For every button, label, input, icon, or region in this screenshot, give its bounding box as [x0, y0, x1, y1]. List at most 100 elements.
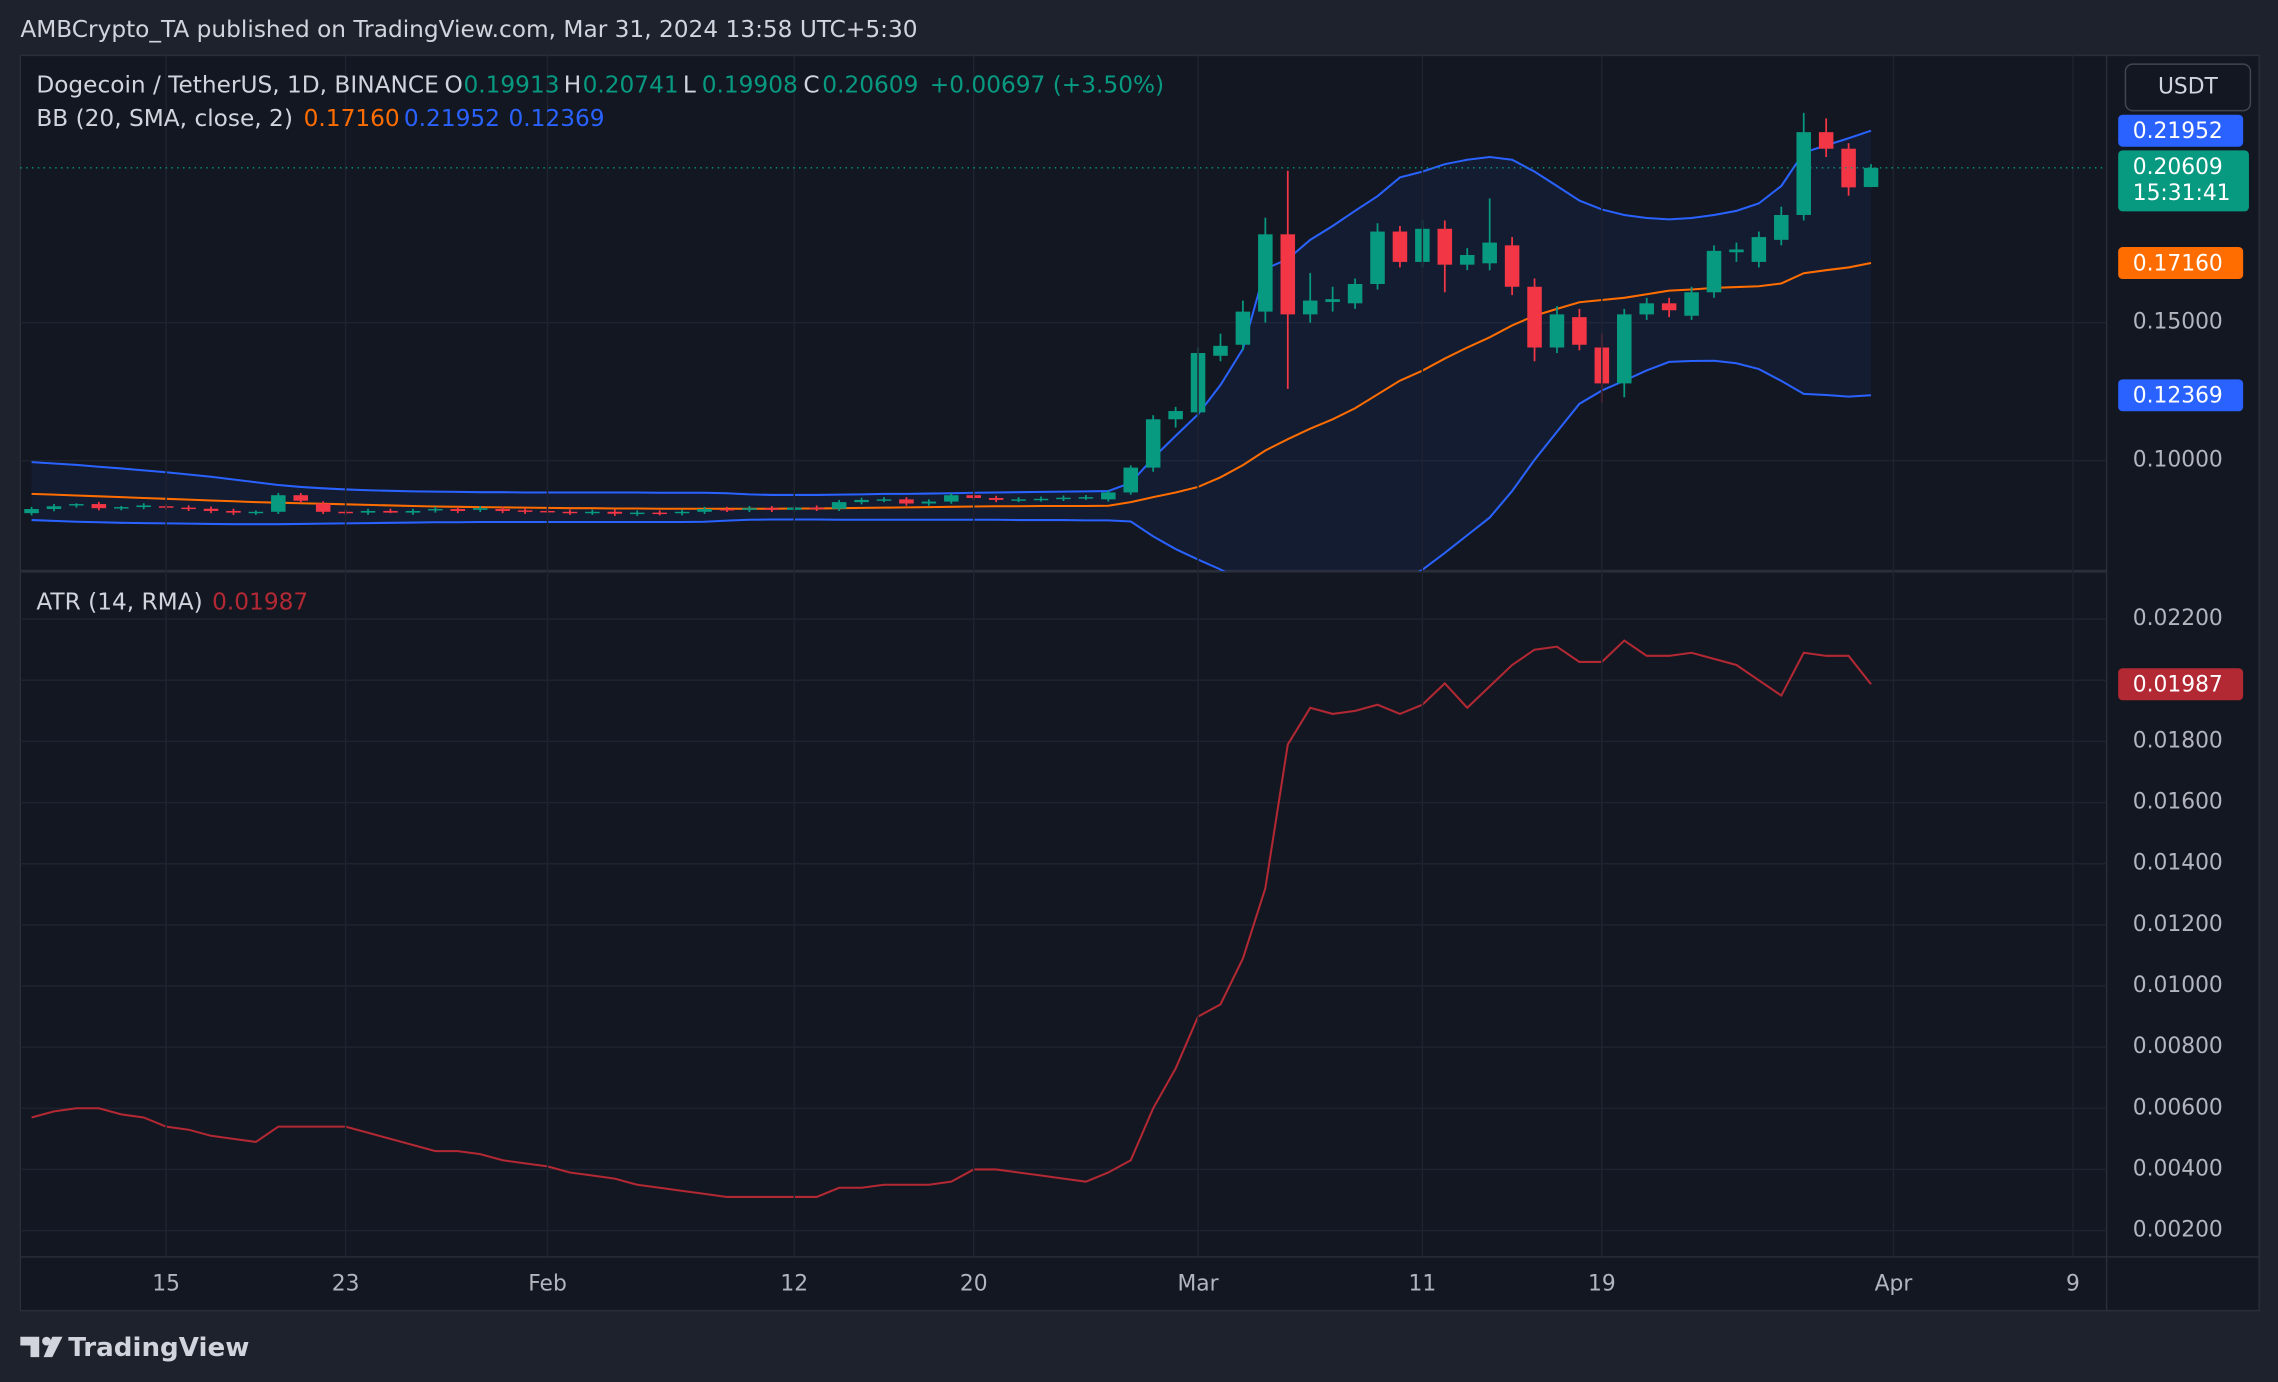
candle-body — [226, 510, 241, 513]
currency-button[interactable] — [2124, 63, 2252, 112]
y-tick-label: 0.02200 — [2133, 606, 2223, 631]
bb-value: 0.12369 — [508, 105, 604, 132]
candle-body — [831, 502, 847, 509]
upper-band-tag: 0.21952 — [2133, 119, 2223, 144]
atr-tag: 0.01987 — [2133, 673, 2223, 698]
y-tick-label: 0.01200 — [2133, 912, 2223, 937]
logo-text: TradingView — [68, 1333, 249, 1363]
candle-body — [450, 509, 466, 511]
candle-body — [1078, 497, 1094, 499]
candle-body — [1774, 214, 1789, 240]
publish-header: AMBCrypto_TA published on TradingView.co… — [20, 16, 917, 43]
candle-body — [383, 510, 398, 513]
logo-mark — [20, 1336, 40, 1358]
candle-body — [271, 495, 286, 512]
currency-button-label[interactable]: USDT — [2158, 74, 2219, 99]
y-tick-label: 0.15000 — [2133, 310, 2223, 335]
candle-body — [1572, 317, 1587, 345]
candle-body — [1213, 345, 1228, 356]
change-value: +0.00697 (+3.50%) — [930, 71, 1164, 98]
candle-body — [1729, 249, 1744, 253]
x-tick-label: Feb — [528, 1271, 567, 1296]
ohlc-value: 0.20741 — [583, 71, 679, 98]
candle-body — [1639, 303, 1654, 315]
atr-tag-bg — [2118, 668, 2244, 701]
atr-line — [31, 639, 1872, 1198]
candle-body — [876, 499, 892, 501]
candle-body — [899, 499, 914, 504]
last-price-tag: 0.20609 — [2133, 155, 2223, 180]
x-tick-label: 11 — [1409, 1271, 1437, 1296]
candle-body — [46, 506, 62, 510]
candle-body — [1392, 231, 1408, 262]
candle-body — [1504, 245, 1520, 287]
candle-body — [809, 507, 824, 510]
candle-body — [1818, 132, 1834, 149]
bollinger-line — [31, 359, 1872, 572]
candle-body — [293, 495, 309, 501]
candle-body — [719, 509, 735, 511]
candle-body — [921, 501, 937, 504]
candle-body — [1796, 132, 1811, 215]
lower-band-tag: 0.12369 — [2133, 384, 2223, 409]
candle-body — [562, 511, 578, 514]
candle-body — [315, 503, 331, 512]
candle-body — [1347, 284, 1363, 304]
ohlc-letter: O — [445, 71, 463, 98]
y-tick-label: 0.01600 — [2133, 790, 2223, 815]
x-tick-label: 12 — [780, 1271, 808, 1296]
candle-body — [136, 505, 151, 508]
logo-slash — [43, 1336, 63, 1358]
candle-body — [91, 504, 107, 509]
candle-body — [697, 509, 712, 512]
y-tick-label: 0.00800 — [2133, 1034, 2223, 1059]
ohlc-value: 0.20609 — [822, 71, 918, 98]
atr-pane — [20, 618, 2107, 1232]
candle-body — [1280, 234, 1296, 315]
y-tick-label: 0.10000 — [2133, 448, 2223, 473]
candle-body — [495, 509, 510, 511]
candle-body — [1056, 497, 1071, 500]
candle-body — [944, 495, 959, 502]
candle-body — [472, 508, 488, 510]
tradingview-logo: TradingView — [20, 1333, 249, 1363]
chart-area — [19, 54, 2260, 1312]
x-tick-label: 23 — [332, 1271, 360, 1296]
ohlc-value: 0.19913 — [463, 71, 559, 98]
candle-body — [1258, 234, 1273, 312]
ohlc-letter: L — [683, 71, 696, 98]
candle-body — [1370, 231, 1385, 285]
upper-band-tag-bg — [2118, 114, 2244, 147]
logo-dot — [42, 1336, 51, 1346]
candle-body — [1302, 300, 1318, 315]
candle-body — [988, 497, 1004, 500]
x-tick-label: Apr — [1875, 1271, 1913, 1296]
candle-body — [181, 507, 196, 510]
candle-body — [629, 512, 645, 515]
last-price-tag-bg — [2118, 150, 2249, 212]
candle-body — [1482, 242, 1497, 264]
candle-body — [1235, 311, 1251, 345]
symbol-title: Dogecoin / TetherUS, 1D, BINANCE — [36, 71, 438, 98]
ohlc-value: 0.19908 — [702, 71, 798, 98]
candle-body — [517, 510, 533, 512]
x-tick-label: Mar — [1177, 1271, 1218, 1296]
bb-value: 0.21952 — [404, 105, 500, 132]
candle-body — [674, 511, 690, 514]
candle-body — [203, 508, 219, 511]
candle-body — [1101, 492, 1116, 500]
candle-body — [1145, 419, 1161, 468]
candle-body — [405, 510, 421, 513]
candle-body — [1527, 286, 1542, 348]
bb-title: BB (20, SMA, close, 2) — [36, 105, 293, 132]
candle-body — [742, 508, 757, 510]
lower-band-tag-bg — [2118, 379, 2244, 412]
candle-body — [764, 508, 780, 510]
candle-body — [248, 511, 264, 514]
atr-value: 0.01987 — [212, 589, 308, 616]
candle-body — [1437, 228, 1453, 265]
candle-body — [607, 511, 623, 514]
ohlc-letter: C — [803, 71, 819, 98]
candle-body — [1123, 467, 1139, 493]
